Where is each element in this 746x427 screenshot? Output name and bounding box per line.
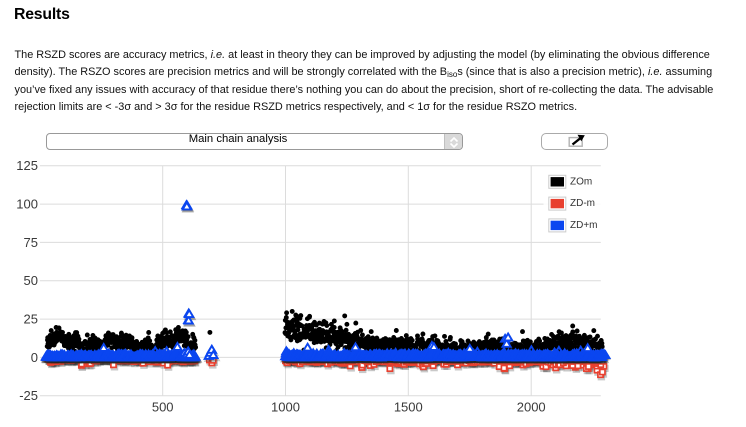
svg-text:0: 0	[31, 350, 38, 365]
svg-text:25: 25	[24, 312, 38, 327]
svg-text:2000: 2000	[517, 400, 546, 415]
svg-text:50: 50	[24, 273, 38, 288]
svg-text:ZD-m: ZD-m	[570, 198, 595, 209]
svg-text:1500: 1500	[394, 400, 423, 415]
svg-text:500: 500	[152, 400, 174, 415]
svg-text:-25: -25	[19, 388, 38, 403]
svg-text:100: 100	[16, 197, 38, 212]
svg-text:ZOm: ZOm	[570, 176, 592, 187]
svg-text:75: 75	[24, 235, 38, 250]
svg-text:125: 125	[16, 158, 38, 173]
svg-text:1000: 1000	[271, 400, 300, 415]
svg-text:ZD+m: ZD+m	[570, 220, 598, 231]
